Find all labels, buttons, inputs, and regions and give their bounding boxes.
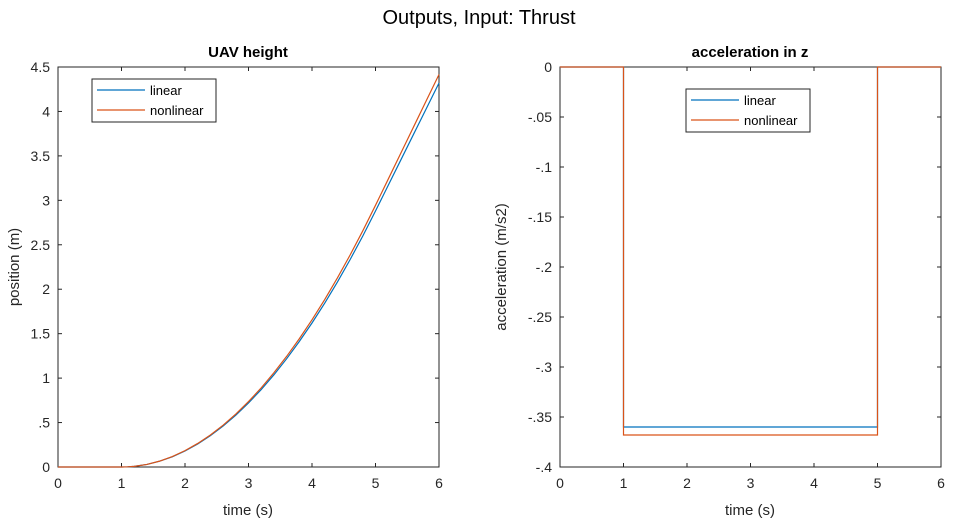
acceleration-chart-ytick-label: 0 (544, 59, 552, 75)
acceleration-chart-ytick-label: -.4 (536, 459, 553, 475)
acceleration-chart-ytick-label: -.25 (528, 309, 552, 325)
acceleration-chart-legend (685, 88, 811, 133)
acceleration-chart-xtick-label: 1 (620, 475, 628, 491)
height-chart-xtick-label: 2 (181, 475, 189, 491)
acceleration-chart-ylabel: acceleration (m/s2) (493, 203, 510, 331)
height-chart-xtick-label: 4 (308, 475, 316, 491)
acceleration-chart-series-nonlinear (560, 66, 941, 436)
acceleration-chart-xtick-label: 2 (683, 475, 691, 491)
acceleration-chart-xtick-label: 0 (556, 475, 564, 491)
acceleration-chart-ytick-label: -.3 (536, 359, 553, 375)
acceleration-chart-xtick-label: 6 (937, 475, 945, 491)
height-chart-ytick-label: 2.5 (31, 237, 51, 253)
acceleration-chart-xtick-label: 5 (874, 475, 882, 491)
acceleration-chart-xtick-label: 4 (810, 475, 818, 491)
height-chart: 0 1 2 3 4 5 6 0 .5 1 1.5 2 2.5 3 3.5 4 4.5 linear nonlinea… (6, 44, 443, 519)
height-chart-legend-label-nonlinear: nonlinear (150, 103, 204, 118)
acceleration-chart-ytick-label: -.35 (528, 409, 552, 425)
acceleration-chart-ytick-label: -.15 (528, 209, 552, 225)
height-chart-xtick-label: 6 (435, 475, 443, 491)
height-chart-ylabel: position (m) (6, 228, 23, 306)
height-chart-xlabel: time (s) (223, 502, 273, 519)
acceleration-chart-title: acceleration in z (692, 44, 809, 61)
acceleration-chart-legend-label-linear: linear (744, 93, 776, 108)
height-chart-xtick-label: 1 (118, 475, 126, 491)
height-chart-ytick-label: .5 (38, 415, 50, 431)
height-chart-series-nonlinear (58, 74, 440, 468)
height-chart-xtick-label: 3 (245, 475, 253, 491)
height-chart-ytick-label: 2 (42, 281, 50, 297)
height-chart-legend-label-linear: linear (150, 83, 182, 98)
height-chart-ytick-label: 4 (42, 103, 50, 119)
height-chart-ytick-label: 1.5 (31, 326, 51, 342)
height-chart-ytick-label: 0 (42, 459, 50, 475)
acceleration-chart-xlabel: time (s) (725, 502, 775, 519)
height-chart-ytick-label: 1 (42, 370, 50, 386)
height-chart-xtick-label: 5 (372, 475, 380, 491)
acceleration-chart: 0 1 2 3 4 5 6 -.4 -.35 -.3 -.25 -.2 -.15 -.1 -.05 0 line… (493, 44, 945, 519)
height-chart-xtick-label: 0 (54, 475, 62, 491)
height-chart-legend (91, 78, 217, 123)
acceleration-chart-ytick-label: -.1 (536, 159, 553, 175)
acceleration-chart-ytick-label: -.05 (528, 109, 552, 125)
acceleration-chart-legend-label-nonlinear: nonlinear (744, 113, 798, 128)
acceleration-chart-xtick-label: 3 (747, 475, 755, 491)
height-chart-ytick-label: 3 (42, 192, 50, 208)
acceleration-chart-ytick-label: -.2 (536, 259, 553, 275)
height-chart-axes-box (57, 66, 440, 468)
height-chart-title: UAV height (208, 44, 288, 61)
figure-suptitle: Outputs, Input: Thrust (382, 7, 576, 29)
height-chart-ytick-label: 4.5 (31, 59, 51, 75)
height-chart-ytick-label: 3.5 (31, 148, 51, 164)
